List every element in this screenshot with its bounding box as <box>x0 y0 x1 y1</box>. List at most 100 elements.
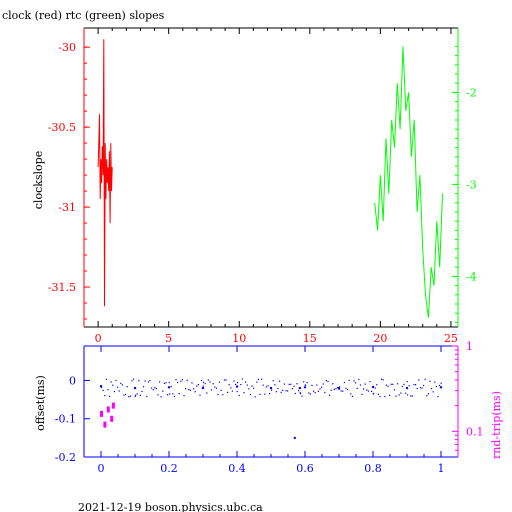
offset-point <box>345 387 347 389</box>
offset-point <box>272 380 274 382</box>
offset-point <box>373 392 375 395</box>
offset-point <box>146 395 148 397</box>
offset-point <box>340 390 342 392</box>
x-tick-label: 0 <box>98 462 105 475</box>
offset-point <box>162 390 164 392</box>
offset-marker <box>439 386 443 389</box>
y2-tick-label: -2 <box>466 86 477 99</box>
y-tick-label: -0.2 <box>55 451 76 464</box>
offset-point <box>233 380 235 382</box>
offset-point <box>261 378 263 380</box>
offset-point <box>423 384 425 387</box>
offset-point <box>424 378 426 380</box>
offset-point <box>138 380 140 382</box>
offset-point <box>403 383 405 385</box>
offset-point <box>121 384 123 386</box>
offset-point <box>358 378 360 380</box>
offset-point <box>160 396 162 398</box>
offset-point <box>177 381 179 383</box>
offset-point <box>361 393 363 395</box>
offset-point <box>118 390 120 392</box>
offset-point <box>379 396 381 398</box>
offset-point <box>105 378 107 380</box>
offset-marker <box>293 436 296 440</box>
offset-point <box>384 395 386 398</box>
offset-point <box>429 380 431 382</box>
offset-point <box>390 383 392 385</box>
top-plot: 0 5 10 15 20 25 -30 -30.5 -31 -31.5 -2 -3 -4 <box>48 27 477 345</box>
offset-point <box>337 387 339 389</box>
offset-point <box>274 384 276 386</box>
offset-point <box>173 395 175 398</box>
offset-point <box>257 378 259 381</box>
offset-point <box>294 392 296 395</box>
offset-point <box>155 388 157 390</box>
offset-point <box>393 389 395 391</box>
offset-marker <box>303 386 307 389</box>
x-tick-label: 5 <box>165 332 172 345</box>
offset-point <box>125 393 127 396</box>
offset-point <box>290 383 292 385</box>
offset-point <box>381 378 383 380</box>
offset-point <box>159 381 161 383</box>
y-tick-label: -31 <box>58 201 76 214</box>
offset-point <box>151 387 153 389</box>
offset-point <box>248 388 250 390</box>
offset-point <box>206 392 208 394</box>
offset-point <box>249 394 251 396</box>
offset-point <box>392 383 394 385</box>
offset-point <box>299 393 302 395</box>
rnd-trip-point <box>103 421 107 428</box>
offset-point <box>319 388 321 390</box>
offset-point <box>419 387 421 389</box>
offset-point <box>136 393 138 395</box>
offset-marker <box>405 386 409 390</box>
offset-point <box>265 386 267 388</box>
offset-point <box>413 383 415 386</box>
rnd-trip-point <box>111 402 115 409</box>
offset-point <box>129 395 131 397</box>
offset-point <box>227 391 229 393</box>
offset-point <box>329 394 331 396</box>
offset-point <box>191 382 193 384</box>
offset-point <box>271 389 273 391</box>
offset-point <box>104 395 106 397</box>
offset-point <box>359 384 361 386</box>
series-clock-line <box>97 39 113 307</box>
offset-point <box>343 381 345 384</box>
offset-point <box>397 383 399 385</box>
offset-point <box>135 394 137 396</box>
offset-point <box>170 385 172 388</box>
offset-marker <box>269 386 273 390</box>
offset-point <box>355 382 357 384</box>
offset-point <box>415 384 417 386</box>
offset-point <box>253 387 255 389</box>
offset-point <box>152 389 154 391</box>
offset-point <box>282 389 284 391</box>
offset-point <box>102 389 104 392</box>
offset-point <box>245 381 247 383</box>
offset-point <box>439 384 441 386</box>
offset-point <box>364 383 366 385</box>
offset-point <box>144 380 146 382</box>
y-tick-label: -0.1 <box>55 413 76 426</box>
series-rtc-line <box>374 46 443 318</box>
offset-point <box>301 395 303 397</box>
offset-point <box>306 382 308 384</box>
offset-point <box>411 395 413 397</box>
x-tick-label: 0 <box>95 332 102 345</box>
offset-point <box>288 383 290 385</box>
offset-point <box>225 379 227 381</box>
rnd-trip-point <box>100 410 103 417</box>
y-tick-label: -31.5 <box>48 281 76 294</box>
offset-point <box>203 381 205 383</box>
offset-marker <box>201 386 205 390</box>
offset-point <box>435 385 437 387</box>
offset-point <box>426 395 428 397</box>
offset-point <box>395 395 397 397</box>
offset-point <box>277 387 279 390</box>
offset-point <box>183 395 185 397</box>
offset-point <box>219 381 221 383</box>
offset-point <box>348 379 350 381</box>
offset-point <box>314 392 316 394</box>
